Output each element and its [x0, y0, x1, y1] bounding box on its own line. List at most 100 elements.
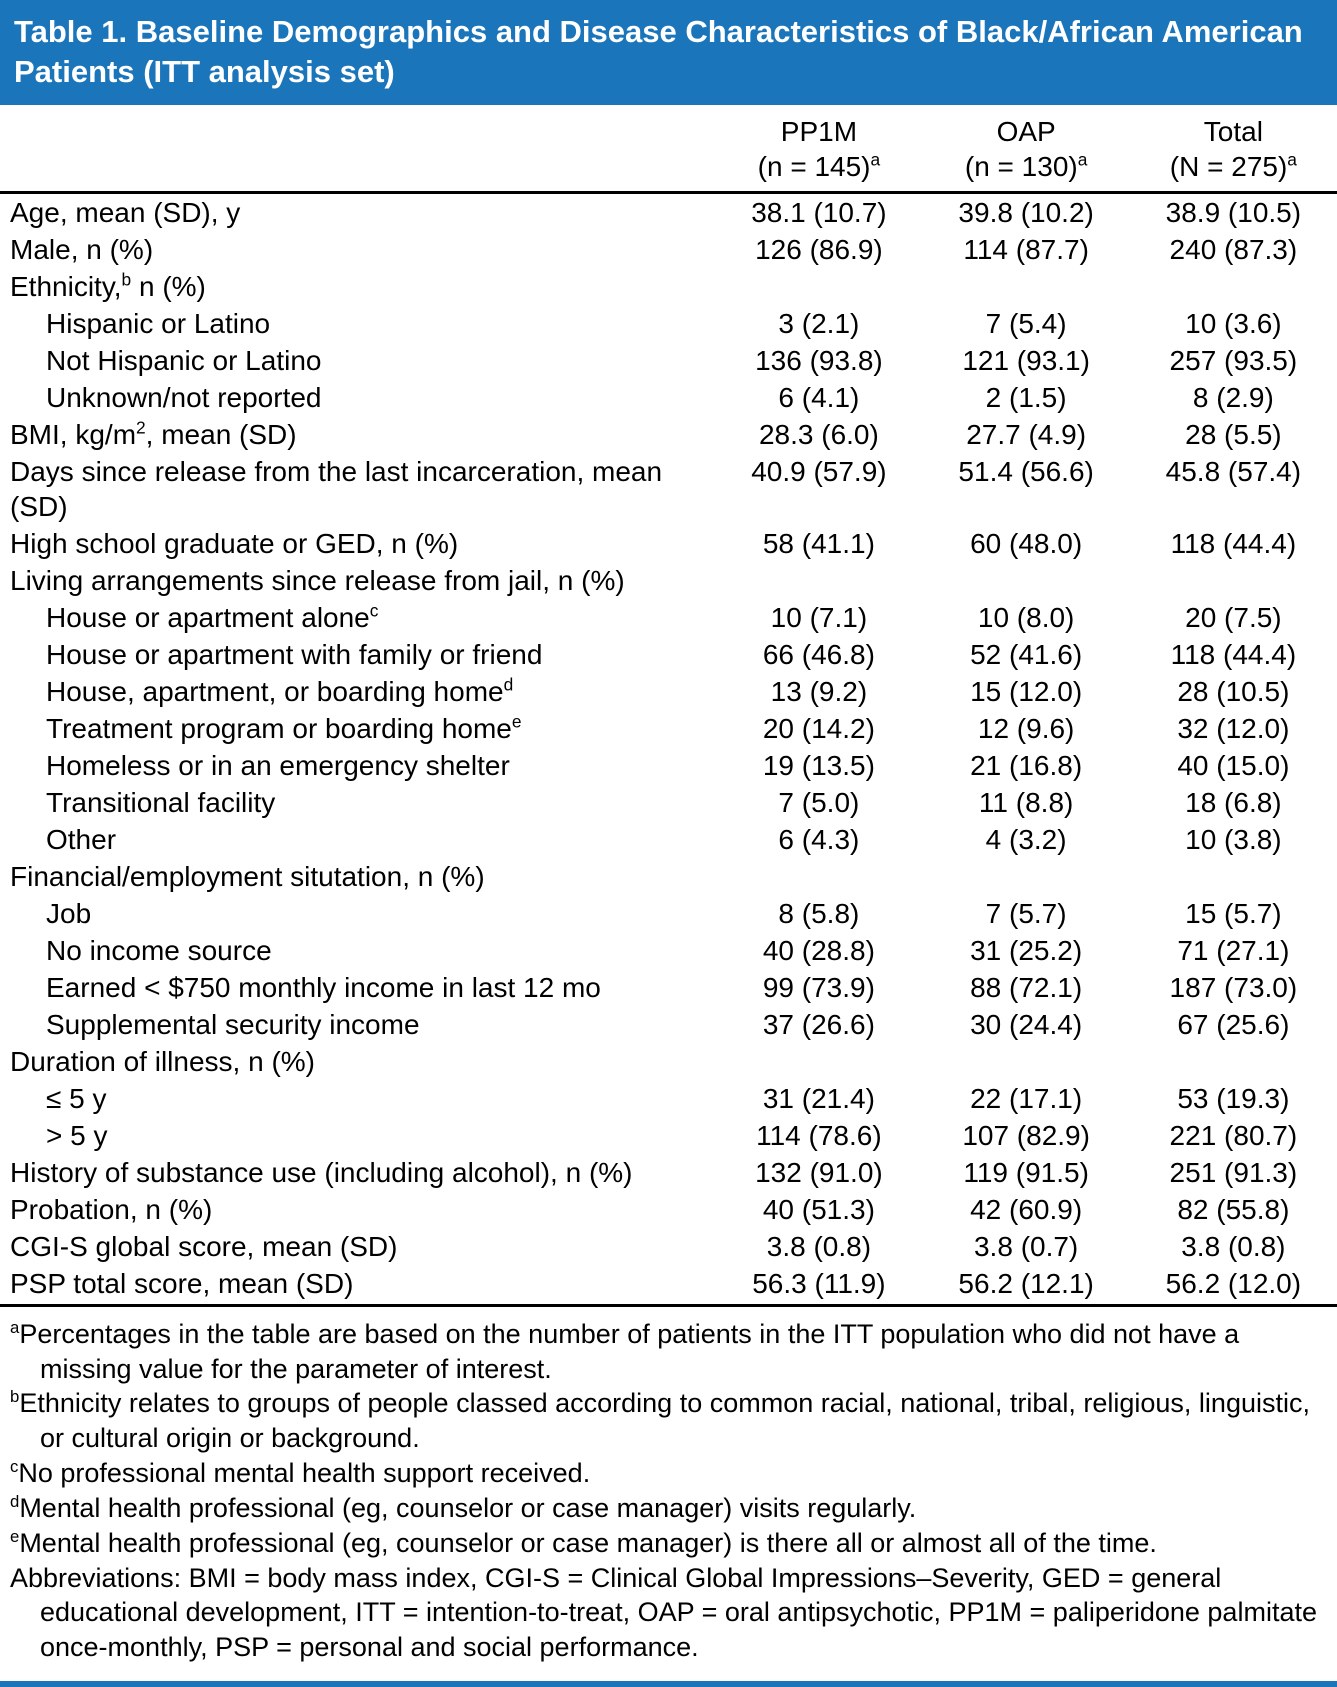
cell-total: 18 (6.8) — [1185, 786, 1282, 818]
row-label: PSP total score, mean (SD) — [0, 1264, 716, 1307]
cell-pp1m: 28.3 (6.0) — [758, 418, 879, 450]
cell-total: 40 (15.0) — [1177, 749, 1290, 781]
table-row: BMI, kg/m2, mean (SD) 28.3 (6.0) 27.7 (4… — [0, 416, 1337, 453]
footnote-text: Ethnicity relates to groups of people cl… — [19, 1388, 1310, 1454]
table-row: PSP total score, mean (SD) 56.3 (11.9) 5… — [0, 1264, 1337, 1307]
row-label-text: Homeless or in an emergency shelter — [46, 749, 510, 781]
row-label: Days since release from the last incarce… — [0, 453, 715, 525]
cell-pp1m: 40 (28.8) — [762, 934, 875, 966]
row-label-text: Other — [46, 823, 117, 855]
table-row: Duration of illness, n (%) — [0, 1043, 1337, 1080]
row-label-text: House or apartment alone — [46, 601, 370, 633]
cell-pp1m — [715, 858, 922, 895]
table-row: CGI-S global score, mean (SD) 3.8 (0.8) … — [0, 1228, 1337, 1265]
row-label: Transitional facility — [0, 784, 715, 821]
footnotes: aPercentages in the table are based on t… — [0, 1307, 1337, 1671]
table-row: Treatment program or boarding homee 20 (… — [0, 710, 1337, 747]
table-row: Job 8 (5.8) 7 (5.7) 15 (5.7) — [0, 895, 1337, 932]
table-row: > 5 y 114 (78.6) 107 (82.9) 221 (80.7) — [0, 1117, 1337, 1154]
cell-pp1m: 8 (5.8) — [778, 897, 860, 929]
cell-pp1m: 40 (51.3) — [762, 1193, 875, 1225]
cell-oap: 10 (8.0) — [977, 601, 1075, 633]
column-header-name: OAP — [996, 116, 1056, 148]
row-label-text: Transitional facility — [46, 786, 276, 818]
row-label: Duration of illness, n (%) — [0, 1043, 715, 1080]
row-label: History of substance use (including alco… — [0, 1154, 715, 1191]
cell-total: 32 (12.0) — [1177, 712, 1290, 744]
row-label: Not Hispanic or Latino — [0, 342, 715, 379]
row-label-text: Living arrangements since release from j… — [10, 564, 625, 596]
cell-pp1m: 3.8 (0.8) — [766, 1230, 872, 1262]
row-label-text: Days since release from the last incarce… — [10, 455, 663, 522]
footnote-text: Mental health professional (eg, counselo… — [19, 1527, 1157, 1558]
cell-oap: 114 (87.7) — [963, 233, 1089, 265]
row-label: House or apartment with family or friend — [0, 636, 715, 673]
cell-total: 10 (3.6) — [1185, 307, 1282, 339]
cell-oap: 7 (5.7) — [985, 897, 1067, 929]
cell-oap: 21 (16.8) — [970, 749, 1083, 781]
cell-oap: 31 (25.2) — [970, 934, 1083, 966]
row-label-text: Hispanic or Latino — [46, 307, 271, 339]
column-header-n-sup: a — [870, 149, 881, 170]
cell-oap: 4 (3.2) — [985, 823, 1067, 855]
footnote-sup: a — [10, 1317, 20, 1337]
row-label: Age, mean (SD), y — [0, 192, 715, 231]
column-header-empty — [0, 111, 716, 194]
row-label-sup: b — [121, 269, 132, 290]
cell-oap — [923, 1043, 1130, 1080]
cell-pp1m: 114 (78.6) — [756, 1119, 882, 1151]
table-row: Homeless or in an emergency shelter 19 (… — [0, 747, 1337, 784]
cell-oap: 22 (17.1) — [970, 1082, 1083, 1114]
cell-total — [1130, 1043, 1337, 1080]
footnote-text: No professional mental health support re… — [18, 1458, 591, 1489]
column-header-total: Total (N = 275)a — [1129, 111, 1337, 194]
column-header-row: PP1M (n = 145)a OAP (n = 130)a Total (N … — [0, 111, 1337, 194]
row-label: Unknown/not reported — [0, 379, 715, 416]
cell-pp1m: 132 (91.0) — [755, 1156, 883, 1188]
row-label: Financial/employment situtation, n (%) — [0, 858, 715, 895]
footnote-sup: e — [10, 1526, 20, 1546]
footnote-text: Percentages in the table are based on th… — [19, 1318, 1240, 1384]
cell-total: 28 (5.5) — [1185, 418, 1282, 450]
footnote-abbreviations: Abbreviations: BMI = body mass index, CG… — [10, 1561, 1323, 1665]
column-header-n-text: (N = 275) — [1169, 151, 1288, 183]
table-row: Age, mean (SD), y 38.1 (10.7) 39.8 (10.2… — [0, 192, 1337, 231]
footnote-text: Abbreviations: BMI = body mass index, CG… — [10, 1562, 1317, 1663]
cell-total — [1130, 562, 1337, 599]
table-row: House or apartment alonec 10 (7.1) 10 (8… — [0, 599, 1337, 636]
column-header-name: PP1M — [780, 116, 858, 148]
cell-total — [1130, 858, 1337, 895]
table-row: Days since release from the last incarce… — [0, 453, 1337, 525]
cell-oap: 56.2 (12.1) — [922, 1264, 1130, 1307]
table-row: Other 6 (4.3) 4 (3.2) 10 (3.8) — [0, 821, 1337, 858]
cell-oap: 2 (1.5) — [985, 381, 1067, 413]
row-label-text: CGI-S global score, mean (SD) — [10, 1230, 398, 1262]
row-label: House, apartment, or boarding homed — [0, 673, 715, 710]
cell-total: 10 (3.8) — [1185, 823, 1282, 855]
cell-oap: 12 (9.6) — [977, 712, 1075, 744]
cell-pp1m: 31 (21.4) — [762, 1082, 875, 1114]
row-label: Other — [0, 821, 715, 858]
cell-total: 118 (44.4) — [1170, 638, 1297, 670]
row-label: Job — [0, 895, 715, 932]
table-row: Financial/employment situtation, n (%) — [0, 858, 1337, 895]
cell-pp1m: 13 (9.2) — [770, 675, 868, 707]
cell-total: 3.8 (0.8) — [1181, 1230, 1286, 1262]
cell-total: 38.9 (10.5) — [1165, 196, 1302, 228]
cell-total: 45.8 (57.4) — [1165, 455, 1302, 487]
cell-oap: 60 (48.0) — [970, 527, 1083, 559]
cell-pp1m: 37 (26.6) — [762, 1008, 875, 1040]
row-label: Homeless or in an emergency shelter — [0, 747, 715, 784]
cell-oap: 39.8 (10.2) — [958, 196, 1094, 228]
cell-oap: 11 (8.8) — [978, 786, 1074, 818]
cell-oap: 27.7 (4.9) — [966, 418, 1087, 450]
row-label-text-after: , mean (SD) — [145, 418, 297, 450]
table-row: No income source 40 (28.8) 31 (25.2) 71 … — [0, 932, 1337, 969]
cell-total: 20 (7.5) — [1185, 601, 1282, 633]
row-label: Treatment program or boarding homee — [0, 710, 715, 747]
cell-oap — [923, 858, 1130, 895]
row-label-text: Ethnicity, — [10, 270, 122, 302]
row-label-text: House, apartment, or boarding home — [46, 675, 504, 707]
cell-total: 118 (44.4) — [1170, 527, 1297, 559]
